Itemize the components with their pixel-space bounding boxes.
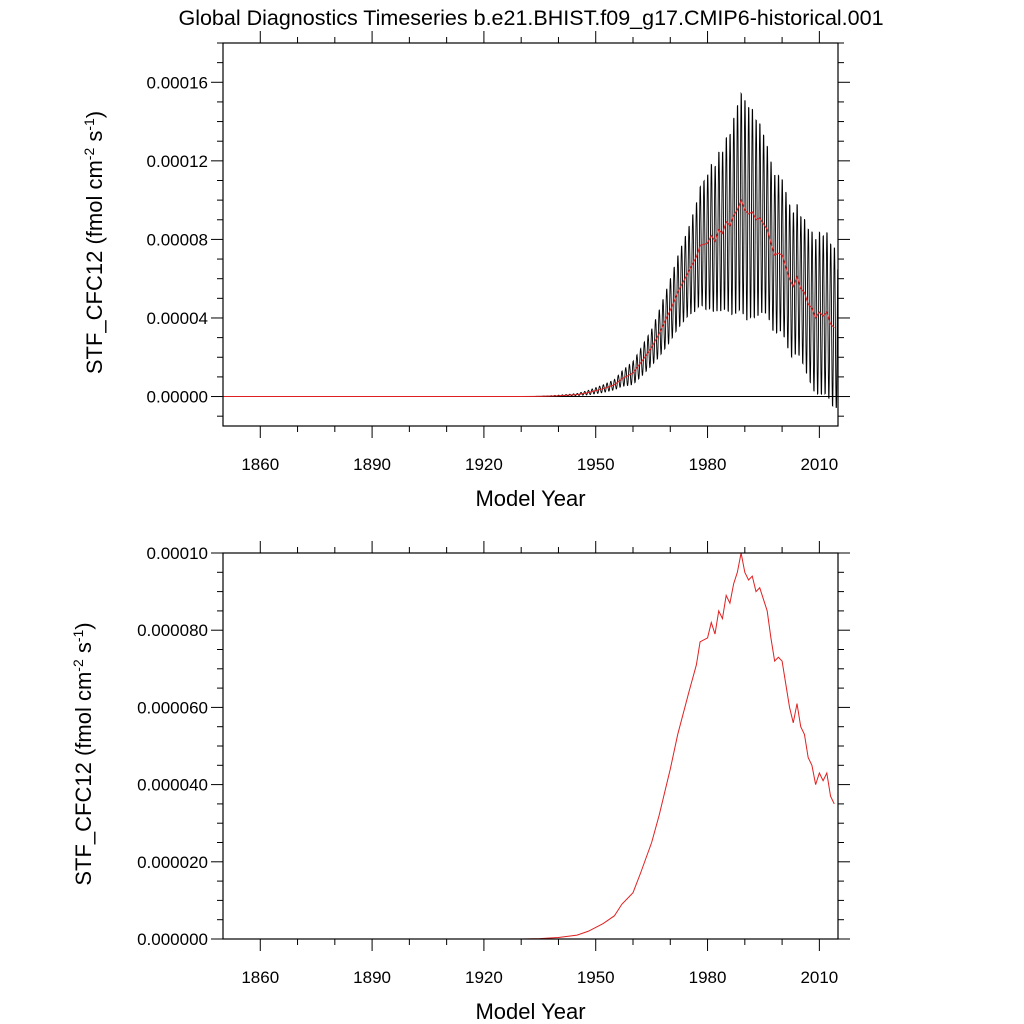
- y-tick-label: 0.000060: [137, 698, 208, 717]
- x-axis-label: Model Year: [475, 999, 585, 1024]
- x-tick-label: 1860: [241, 968, 279, 987]
- y-tick-label: 0.000020: [137, 853, 208, 872]
- y-tick-label: 0.000080: [137, 621, 208, 640]
- x-tick-label: 1890: [353, 455, 391, 474]
- y-tick-label: 0.000000: [137, 930, 208, 949]
- x-tick-label: 1890: [353, 968, 391, 987]
- x-tick-label: 1920: [465, 968, 503, 987]
- y-tick-label: 0.000040: [137, 776, 208, 795]
- x-tick-label: 2010: [800, 455, 838, 474]
- x-tick-label: 1980: [689, 455, 727, 474]
- series-line-annual-mean: [223, 552, 835, 940]
- x-tick-label: 1860: [241, 455, 279, 474]
- y-tick-label: 0.00010: [147, 544, 208, 563]
- x-tick-label: 2010: [800, 968, 838, 987]
- panel-1: 1860 1890 1920 1950 1980 2010 0.00000 0.00004 0.…: [81, 31, 850, 511]
- figure-title: Global Diagnostics Timeseries b.e21.BHIS…: [178, 6, 883, 30]
- y-axis-label: STF_CFC12 (fmol cm-2 s-1): [81, 111, 107, 374]
- y-tick-label: 0.00004: [147, 309, 208, 328]
- y-tick-label: 0.00000: [147, 388, 208, 407]
- y-axis-label: STF_CFC12 (fmol cm-2 s-1): [70, 622, 96, 885]
- plot-frame: [222, 42, 839, 427]
- series-line-monthly: [223, 91, 839, 408]
- x-tick-label: 1950: [577, 968, 615, 987]
- panel-2: 1860 1890 1920 1950 1980 2010 0.000000 0.000020…: [70, 541, 850, 1024]
- series-line-annual-mean: [223, 198, 835, 398]
- y-tick-label: 0.00012: [147, 152, 208, 171]
- y-tick-label: 0.00016: [147, 73, 208, 92]
- x-tick-label: 1920: [465, 455, 503, 474]
- plot-frame: [222, 552, 839, 940]
- x-tick-label: 1950: [577, 455, 615, 474]
- y-tick-label: 0.00008: [147, 230, 208, 249]
- x-axis-label: Model Year: [475, 486, 585, 511]
- x-tick-label: 1980: [689, 968, 727, 987]
